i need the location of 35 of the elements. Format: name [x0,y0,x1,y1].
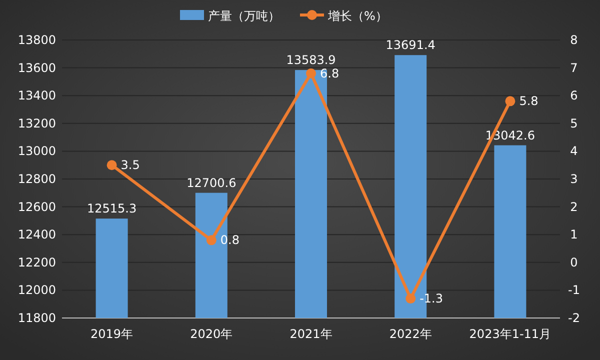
y-tick-label: 13800 [18,33,56,47]
y-tick-label: 12600 [18,200,56,214]
y2-tick-label: 5 [570,116,578,130]
data-label: 12700.6 [186,176,236,190]
y2-tick-label: -1 [568,283,580,298]
y-tick-label: 13200 [18,116,56,130]
y2-tick-label: -2 [568,311,580,325]
y2-tick-label: 8 [570,33,578,47]
y2-tick-label: 2 [570,200,578,214]
y-tick-label: 12800 [18,172,56,186]
x-tick-label: 2023年1-11月 [469,327,552,341]
data-label: 5.8 [519,94,538,108]
y-tick-label: 12200 [18,255,56,270]
x-tick-label: 2022年 [389,327,432,341]
y2-tick-label: 7 [570,60,578,75]
data-label: 12515.3 [86,202,137,216]
x-tick-label: 2021年 [290,327,332,341]
x-tick-label: 2019年 [90,327,134,341]
y2-tick-label: 6 [570,88,578,103]
y-tick-label: 13600 [18,60,56,75]
y2-tick-label: 4 [570,144,578,158]
y2-tick-label: 1 [570,228,578,242]
legend-label: 增长（%） [327,9,388,23]
y2-tick-label: 0 [570,255,578,270]
y-tick-label: 13400 [18,88,56,103]
y-tick-label: 12400 [18,228,56,242]
data-label: 13583.9 [286,53,336,68]
y-tick-label: 11800 [18,311,56,325]
data-label: 3.5 [120,158,140,172]
y-tick-label: 13000 [18,144,56,158]
data-label: 13691.4 [386,38,436,52]
legend-label: 产量（万吨） [208,9,280,23]
x-tick-label: 2020年 [190,327,233,341]
y-tick-label: 12000 [18,283,56,298]
y2-tick-label: 3 [570,172,578,186]
